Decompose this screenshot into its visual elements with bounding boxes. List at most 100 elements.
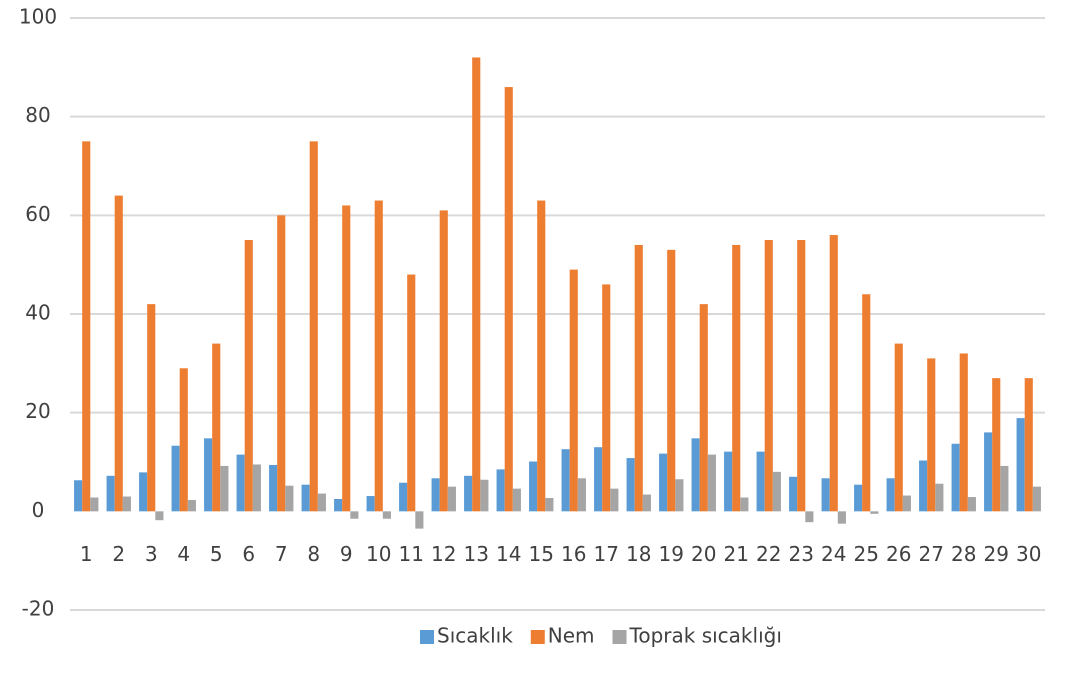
bar [139,472,148,512]
y-tick-label: 100 [19,5,57,29]
legend-label: Sıcaklık [437,624,513,648]
x-tick-label: 10 [366,542,391,566]
bar [789,476,798,512]
bar [155,511,164,521]
x-tick-label: 5 [210,542,223,566]
bar [82,141,91,512]
x-tick-label: 11 [399,542,424,566]
bar [951,443,960,512]
bar [106,475,115,512]
bar [829,235,838,512]
bar [886,478,895,512]
bar [317,493,326,512]
bar [764,240,773,512]
bar [447,486,456,512]
bar [1016,418,1025,512]
legend-label: Toprak sıcaklığı [629,624,782,648]
bar [464,475,473,512]
x-tick-label: 6 [242,542,255,566]
bar [74,480,83,512]
bar [626,458,635,512]
bar [277,215,286,512]
bar [220,465,229,512]
bar [415,511,424,529]
bar [862,294,871,512]
bar [667,249,676,512]
x-tick-label: 30 [1016,542,1041,566]
bar [870,511,879,514]
bar [984,432,993,512]
bar [472,57,481,512]
bar [959,353,968,512]
bar [504,87,513,512]
legend-swatch [420,630,434,644]
x-tick-label: 23 [789,542,814,566]
bar [691,438,700,512]
legend-label: Nem [548,624,595,648]
x-tick-label: 12 [431,542,456,566]
bar [740,497,749,512]
bar [1032,486,1041,512]
bar [529,461,538,512]
bar [285,485,294,512]
x-tick-label: 15 [529,542,554,566]
bar [212,343,221,512]
bar [512,488,521,512]
bar [1000,465,1009,512]
bar [642,494,651,512]
bar [569,269,578,512]
bar [309,141,318,512]
bar [561,449,570,512]
y-tick-label: -20 [22,597,55,621]
bar [187,499,196,512]
bar [772,471,781,512]
bar [236,454,245,512]
bar [407,274,416,512]
bar [894,343,903,512]
bar [537,200,546,512]
bar [179,368,188,512]
x-tick-label: 29 [984,542,1009,566]
x-tick-label: 16 [561,542,586,566]
bar [610,488,619,512]
x-tick-label: 25 [854,542,879,566]
y-tick-label: 60 [25,202,50,226]
bar [805,511,814,523]
bar [480,479,489,512]
y-tick-label: 20 [25,399,50,423]
bar [935,483,944,512]
x-tick-label: 2 [112,542,125,566]
bar [919,460,928,512]
bar [821,478,830,512]
bar [854,484,863,512]
bar [204,438,213,512]
bar [927,358,936,512]
bar [902,495,911,512]
x-tick-label: 14 [496,542,521,566]
x-tick-label: 3 [145,542,158,566]
bar [269,464,278,512]
x-tick-label: 19 [659,542,684,566]
x-tick-label: 1 [80,542,93,566]
bar [334,499,343,512]
bar [252,464,261,512]
bar [967,497,976,512]
bar [545,498,554,512]
x-tick-label: 7 [275,542,288,566]
bar [366,496,375,512]
x-tick-label: 18 [626,542,651,566]
y-tick-label: 0 [32,498,45,522]
bar [382,511,391,519]
x-tick-label: 17 [594,542,619,566]
x-tick-label: 9 [340,542,353,566]
legend-swatch [530,630,545,644]
bar [659,453,668,512]
x-tick-label: 26 [886,542,911,566]
y-tick-label: 40 [25,301,50,325]
bar [114,195,123,512]
bar [342,205,351,512]
bar [147,304,156,512]
bar [732,244,741,512]
bar [90,497,99,512]
